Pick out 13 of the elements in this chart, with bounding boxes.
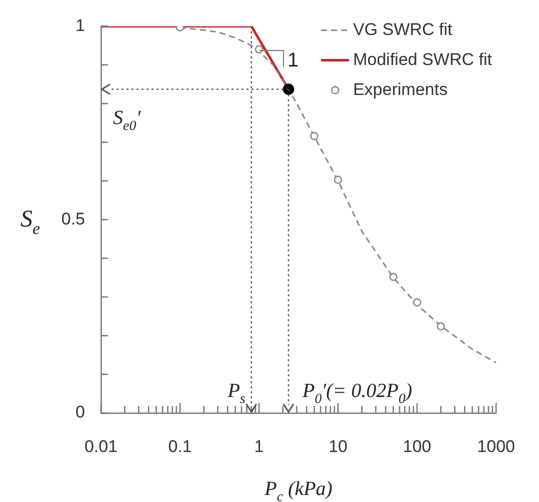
x-tick-label: 1 — [254, 436, 264, 456]
x-tick-label: 0.1 — [168, 436, 192, 456]
x-tick-label: 10 — [328, 436, 348, 456]
y-tick-label: 0.5 — [61, 209, 85, 228]
legend-label: Modified SWRC fit — [353, 50, 492, 69]
x-tick-label: 100 — [402, 436, 432, 456]
annotation: 1 — [288, 50, 299, 72]
x-tick-label: 1000 — [477, 436, 516, 456]
y-tick-label: 1 — [76, 16, 85, 35]
legend-label: Experiments — [353, 80, 448, 99]
x-tick-label: 0.01 — [84, 436, 118, 456]
y-tick-label: 0 — [76, 402, 85, 422]
legend-label: VG SWRC fit — [353, 20, 453, 39]
